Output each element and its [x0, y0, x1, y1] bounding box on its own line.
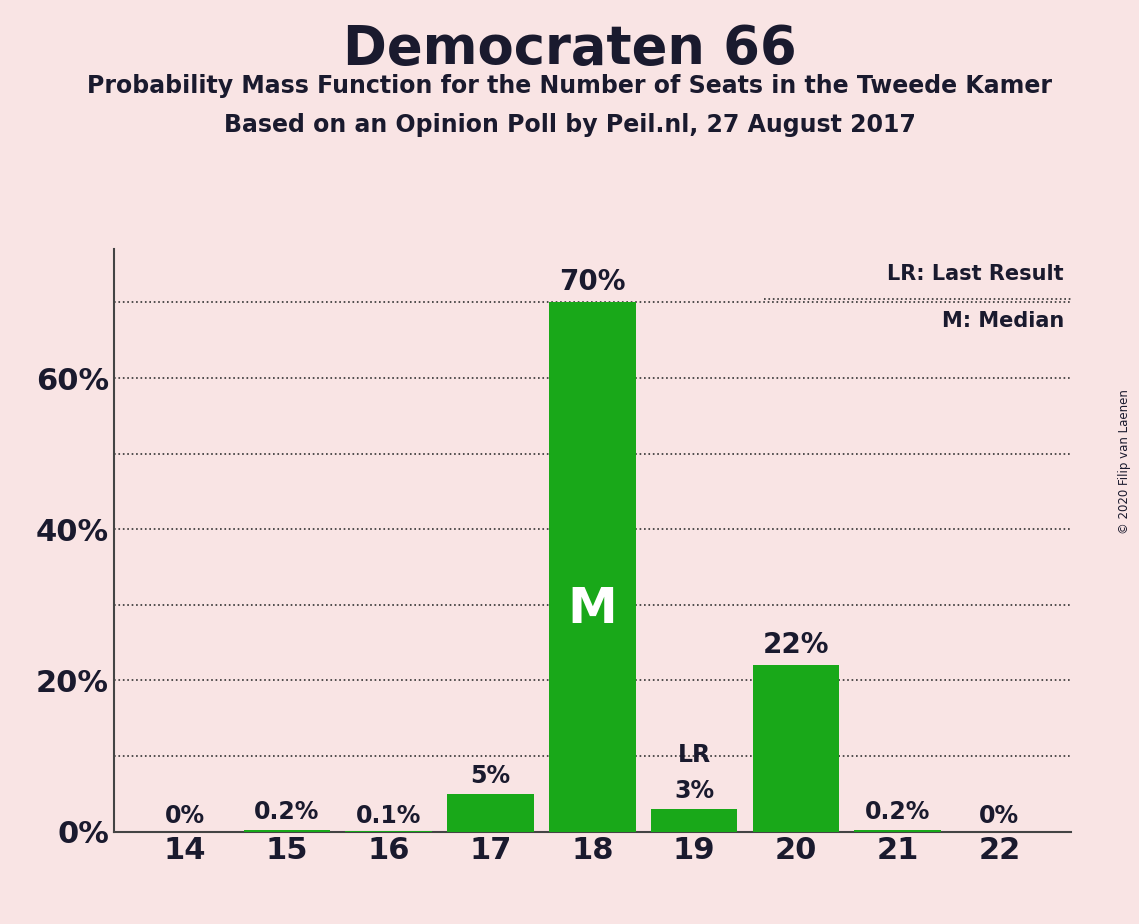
Bar	[650, 808, 737, 832]
Bar	[244, 830, 330, 832]
Text: LR: Last Result: LR: Last Result	[887, 264, 1064, 284]
Bar	[753, 665, 839, 832]
Text: 3%: 3%	[674, 779, 714, 803]
Text: 0.2%: 0.2%	[254, 800, 320, 824]
Text: © 2020 Filip van Laenen: © 2020 Filip van Laenen	[1118, 390, 1131, 534]
Bar	[854, 830, 941, 832]
Bar	[448, 794, 534, 832]
Text: Based on an Opinion Poll by Peil.nl, 27 August 2017: Based on an Opinion Poll by Peil.nl, 27 …	[223, 113, 916, 137]
Text: 0%: 0%	[980, 804, 1019, 828]
Bar	[549, 302, 636, 832]
Text: 0%: 0%	[165, 804, 205, 828]
Text: 70%: 70%	[559, 268, 625, 297]
Text: 5%: 5%	[470, 764, 510, 788]
Text: M: M	[567, 585, 617, 633]
Text: 0.2%: 0.2%	[865, 800, 931, 824]
Text: LR: LR	[678, 743, 711, 767]
Text: 0.1%: 0.1%	[357, 804, 421, 828]
Text: M: Median: M: Median	[942, 310, 1064, 331]
Text: 22%: 22%	[763, 631, 829, 659]
Text: Probability Mass Function for the Number of Seats in the Tweede Kamer: Probability Mass Function for the Number…	[87, 74, 1052, 98]
Text: Democraten 66: Democraten 66	[343, 23, 796, 75]
